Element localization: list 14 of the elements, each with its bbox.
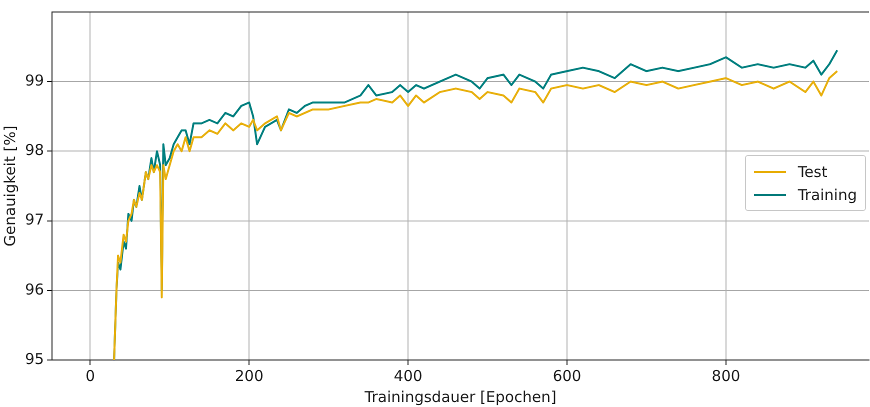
y-tick-label: 99	[24, 71, 44, 90]
y-axis-title: Genauigkeit [%]	[0, 126, 19, 246]
x-tick-label: 800	[712, 366, 740, 385]
y-tick-label: 96	[24, 280, 44, 298]
x-tick-label: 200	[234, 366, 264, 385]
y-tick-label: 97	[24, 210, 44, 229]
legend-label: Training	[798, 186, 857, 204]
y-tick-label: 98	[24, 141, 44, 160]
y-tick-label: 95	[24, 350, 44, 368]
x-axis-title: Trainingsdauer [Epochen]	[364, 388, 556, 406]
x-tick-label: 400	[394, 366, 422, 385]
legend-label: Test	[798, 162, 828, 180]
x-tick-label: 0	[85, 366, 96, 385]
x-tick-label: 600	[552, 366, 582, 385]
